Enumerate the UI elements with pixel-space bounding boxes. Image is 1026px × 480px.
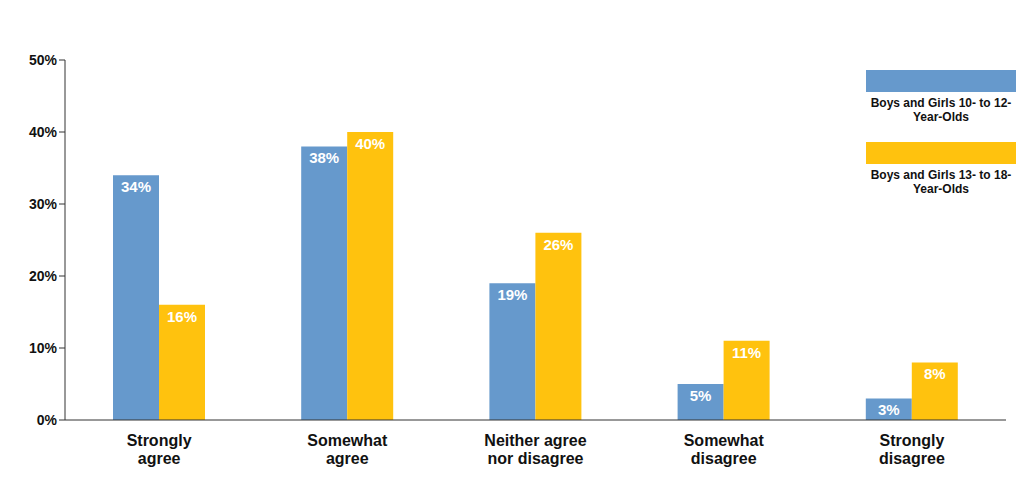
svg-text:50%: 50%: [29, 52, 58, 68]
svg-text:Stronglyagree: Stronglyagree: [127, 432, 192, 467]
svg-text:40%: 40%: [355, 135, 385, 152]
svg-text:40%: 40%: [29, 124, 58, 140]
svg-text:11%: 11%: [732, 344, 761, 361]
svg-text:20%: 20%: [29, 268, 58, 284]
svg-text:38%: 38%: [309, 149, 339, 166]
svg-text:10%: 10%: [29, 340, 58, 356]
svg-text:Stronglydisagree: Stronglydisagree: [879, 432, 945, 467]
svg-text:30%: 30%: [29, 196, 58, 212]
svg-text:0%: 0%: [37, 412, 58, 428]
svg-text:16%: 16%: [167, 308, 197, 325]
svg-text:8%: 8%: [924, 365, 946, 382]
html-text:Boys and Girls 13- to 18-Year-: Boys and Girls 13- to 18-Year-Olds: [870, 168, 1012, 196]
svg-text:19%: 19%: [497, 286, 527, 303]
svg-text:5%: 5%: [690, 387, 712, 404]
svg-text:Somewhatagree: Somewhatagree: [307, 432, 388, 467]
html-text:Boys and Girls 10- to 12-Year-: Boys and Girls 10- to 12-Year-Olds: [870, 96, 1012, 124]
svg-text:Somewhatdisagree: Somewhatdisagree: [684, 432, 765, 467]
svg-text:3%: 3%: [878, 401, 900, 418]
svg-text:34%: 34%: [121, 178, 151, 195]
svg-text:26%: 26%: [543, 236, 573, 253]
svg-text:Neither agreenor disagree: Neither agreenor disagree: [484, 432, 586, 467]
